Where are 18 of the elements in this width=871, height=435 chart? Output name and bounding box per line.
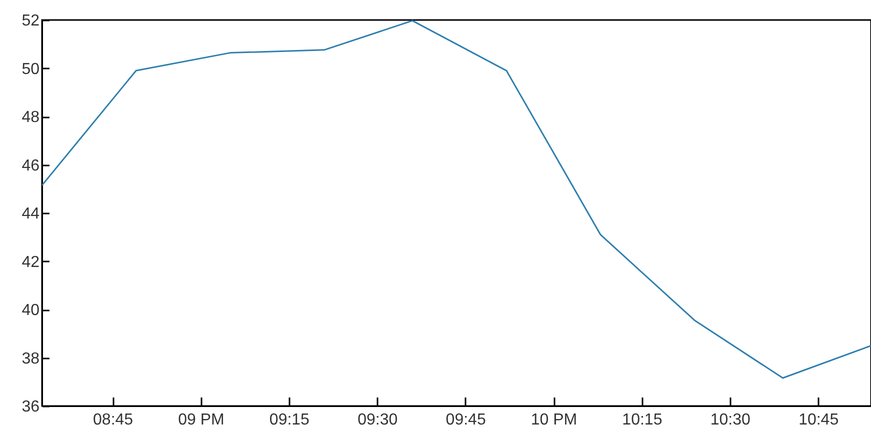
- y-tick-label: 38: [22, 350, 40, 368]
- y-tick-label: 48: [22, 109, 40, 126]
- x-tick-label: 10 PM: [530, 412, 578, 428]
- y-tick-label: 42: [22, 254, 40, 271]
- x-tick-label: 09:15: [269, 412, 310, 428]
- y-tick-label: 50: [22, 60, 40, 78]
- x-tick-label: 10:15: [622, 412, 662, 428]
- x-tick-label: 08:45: [93, 412, 134, 428]
- x-tick-label: 10:45: [798, 412, 839, 428]
- x-tick-label: 10:30: [710, 412, 751, 428]
- x-tick-label: 09 PM: [178, 412, 224, 428]
- y-tick-label: 46: [22, 157, 40, 174]
- y-tick-label: 44: [22, 206, 40, 222]
- y-tick-label: 52: [22, 12, 40, 30]
- x-tick-label: 09:30: [358, 412, 398, 428]
- y-tick-label: 36: [22, 398, 40, 416]
- x-tick-label: 09:45: [446, 412, 486, 428]
- y-tick-label: 40: [22, 302, 40, 319]
